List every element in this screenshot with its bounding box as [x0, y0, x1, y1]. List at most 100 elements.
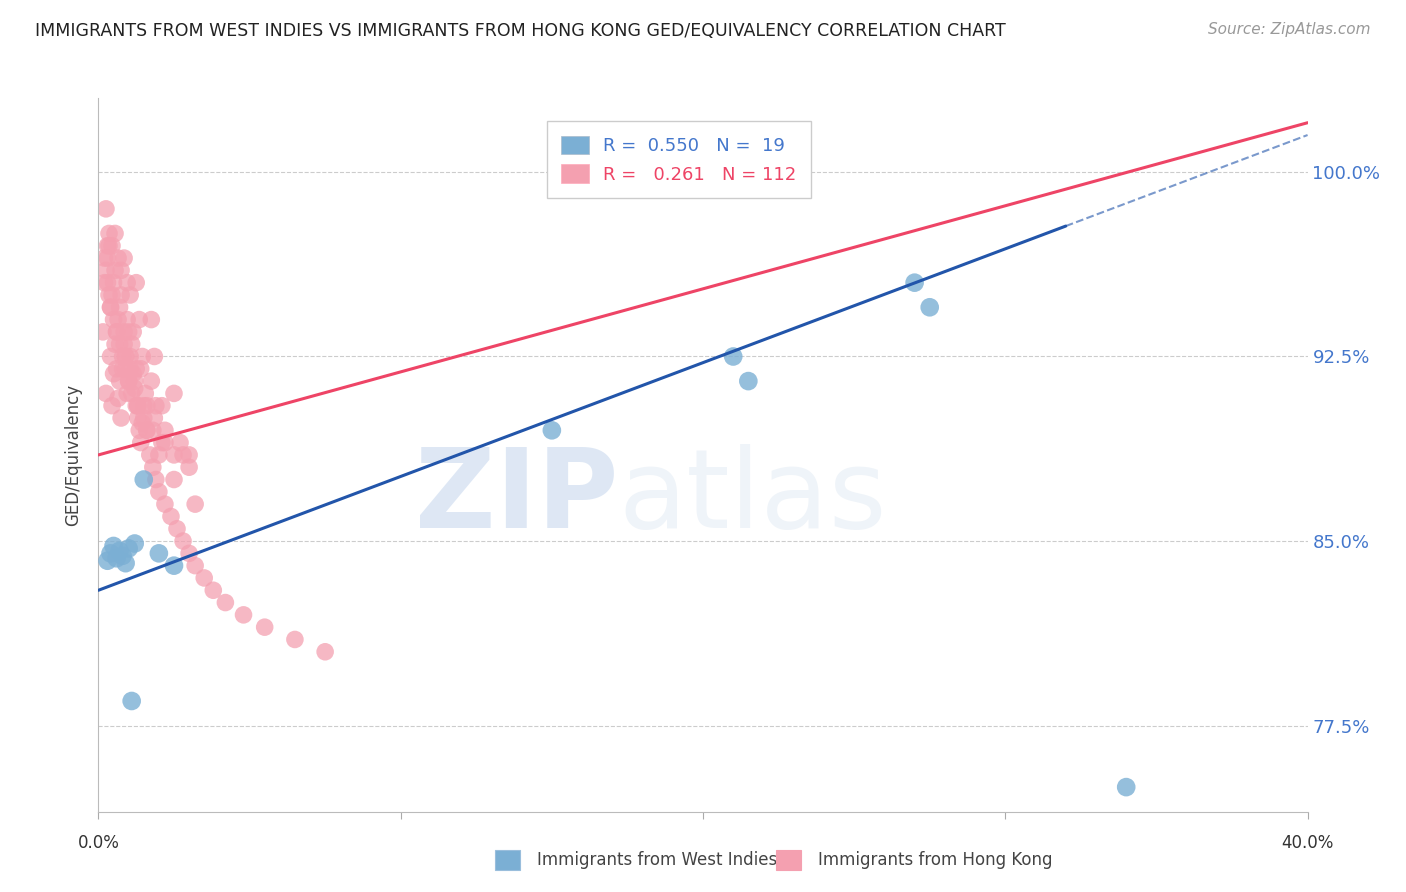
- Point: [96, 239, 118, 253]
- Point: [100, 300, 122, 314]
- Point: [127, 399, 149, 413]
- Text: ZIP: ZIP: [415, 444, 619, 551]
- Point: [135, 423, 157, 437]
- Point: [184, 497, 207, 511]
- Point: [125, 361, 148, 376]
- Point: [124, 536, 146, 550]
- Point: [214, 596, 236, 610]
- Point: [172, 448, 194, 462]
- Point: [103, 367, 125, 381]
- Point: [131, 350, 153, 364]
- Text: 0.0%: 0.0%: [77, 834, 120, 852]
- Point: [142, 460, 165, 475]
- Point: [111, 361, 134, 376]
- Point: [129, 435, 152, 450]
- Point: [141, 312, 163, 326]
- Point: [135, 423, 157, 437]
- Point: [112, 325, 135, 339]
- Point: [115, 276, 138, 290]
- Point: [108, 337, 131, 351]
- Point: [131, 416, 153, 430]
- Point: [93, 251, 115, 265]
- Point: [723, 350, 745, 364]
- Point: [127, 399, 149, 413]
- Point: [150, 435, 173, 450]
- Point: [100, 546, 122, 560]
- Text: 40.0%: 40.0%: [1281, 834, 1334, 852]
- Point: [110, 411, 132, 425]
- Point: [118, 374, 141, 388]
- Point: [101, 288, 124, 302]
- Point: [121, 694, 143, 708]
- Point: [132, 473, 155, 487]
- Point: [125, 399, 148, 413]
- Point: [100, 300, 122, 314]
- Point: [163, 448, 186, 462]
- Point: [105, 325, 128, 339]
- Point: [145, 473, 167, 487]
- Point: [98, 227, 121, 241]
- Point: [139, 448, 162, 462]
- Point: [129, 361, 152, 376]
- Point: [193, 571, 215, 585]
- Point: [122, 367, 145, 381]
- Point: [104, 227, 127, 241]
- Point: [94, 202, 117, 216]
- Point: [121, 337, 143, 351]
- Point: [163, 473, 186, 487]
- Point: [115, 386, 138, 401]
- Point: [107, 392, 129, 406]
- Point: [93, 276, 115, 290]
- Legend: R =  0.550   N =  19, R =   0.261   N = 112: R = 0.550 N = 19, R = 0.261 N = 112: [547, 121, 811, 198]
- Point: [96, 554, 118, 568]
- Point: [124, 382, 146, 396]
- Text: atlas: atlas: [619, 444, 887, 551]
- Point: [108, 300, 131, 314]
- Point: [120, 288, 142, 302]
- Point: [108, 544, 131, 558]
- Point: [98, 239, 121, 253]
- Point: [142, 423, 165, 437]
- Point: [148, 546, 170, 560]
- Point: [148, 484, 170, 499]
- Point: [166, 522, 188, 536]
- Point: [112, 251, 135, 265]
- Point: [284, 632, 307, 647]
- Point: [121, 386, 143, 401]
- Point: [179, 546, 201, 560]
- Point: [96, 276, 118, 290]
- Point: [114, 350, 136, 364]
- Point: [118, 374, 141, 388]
- Point: [94, 386, 117, 401]
- Point: [120, 350, 142, 364]
- Point: [150, 399, 173, 413]
- Point: [184, 558, 207, 573]
- Point: [111, 549, 134, 563]
- Point: [163, 386, 186, 401]
- Point: [104, 337, 127, 351]
- Point: [141, 374, 163, 388]
- Point: [918, 300, 941, 314]
- Point: [107, 251, 129, 265]
- Point: [128, 423, 150, 437]
- Point: [105, 551, 128, 566]
- Point: [122, 325, 145, 339]
- Point: [110, 288, 132, 302]
- Point: [118, 325, 141, 339]
- Point: [115, 312, 138, 326]
- Text: IMMIGRANTS FROM WEST INDIES VS IMMIGRANTS FROM HONG KONG GED/EQUIVALENCY CORRELA: IMMIGRANTS FROM WEST INDIES VS IMMIGRANT…: [35, 22, 1005, 40]
- Point: [179, 460, 201, 475]
- Point: [104, 263, 127, 277]
- Point: [153, 423, 176, 437]
- Point: [541, 423, 564, 437]
- Y-axis label: GED/Equivalency: GED/Equivalency: [65, 384, 83, 526]
- Point: [107, 312, 129, 326]
- Point: [91, 325, 114, 339]
- Point: [111, 350, 134, 364]
- Point: [135, 399, 157, 413]
- Point: [103, 276, 125, 290]
- Point: [105, 361, 128, 376]
- Point: [101, 239, 124, 253]
- Point: [105, 325, 128, 339]
- Point: [114, 556, 136, 570]
